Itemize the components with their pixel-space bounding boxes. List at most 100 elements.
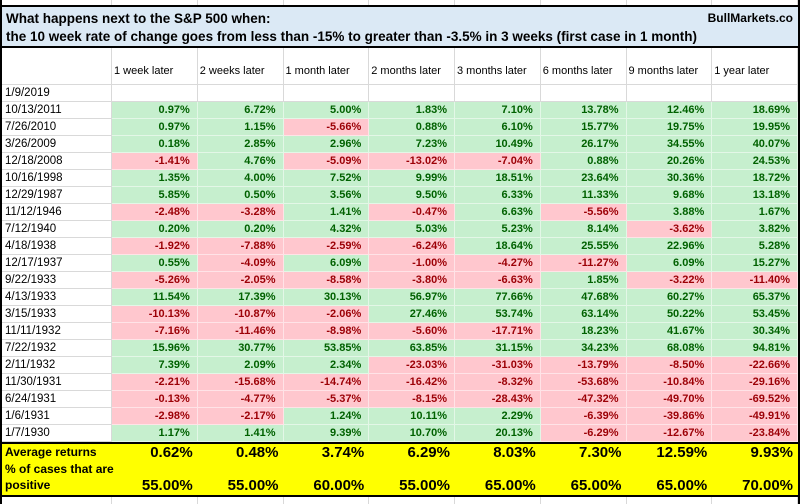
return-cell[interactable]: -10.13% bbox=[112, 306, 198, 323]
return-cell[interactable]: 7.52% bbox=[283, 170, 370, 187]
average-return-cell[interactable]: 3.74% bbox=[321, 444, 365, 461]
return-cell[interactable]: -12.67% bbox=[626, 425, 713, 442]
return-cell[interactable]: -6.29% bbox=[540, 425, 627, 442]
empty-cell[interactable] bbox=[712, 85, 798, 102]
date-cell[interactable]: 6/24/1931 bbox=[2, 391, 112, 408]
return-cell[interactable]: 11.33% bbox=[540, 187, 627, 204]
return-cell[interactable]: 15.77% bbox=[540, 119, 627, 136]
column-header-3-months[interactable]: 3 months later bbox=[455, 48, 541, 85]
date-cell[interactable]: 12/18/2008 bbox=[2, 153, 112, 170]
return-cell[interactable]: 2.96% bbox=[283, 136, 370, 153]
return-cell[interactable]: -69.52% bbox=[712, 391, 798, 408]
return-cell[interactable]: 11.54% bbox=[112, 289, 198, 306]
date-cell[interactable]: 12/17/1937 bbox=[2, 255, 112, 272]
return-cell[interactable]: -31.03% bbox=[455, 357, 541, 374]
return-cell[interactable]: -7.04% bbox=[455, 153, 541, 170]
return-cell[interactable]: 0.97% bbox=[112, 119, 198, 136]
return-cell[interactable]: -1.92% bbox=[112, 238, 198, 255]
return-cell[interactable]: -4.77% bbox=[197, 391, 284, 408]
return-cell[interactable]: 65.37% bbox=[712, 289, 798, 306]
return-cell[interactable]: -11.40% bbox=[712, 272, 798, 289]
return-cell[interactable]: 5.28% bbox=[712, 238, 798, 255]
average-return-cell[interactable]: 8.03% bbox=[493, 444, 536, 461]
return-cell[interactable]: 34.55% bbox=[626, 136, 713, 153]
return-cell[interactable]: 1.15% bbox=[197, 119, 284, 136]
return-cell[interactable]: 6.63% bbox=[455, 204, 541, 221]
date-cell[interactable]: 7/22/1932 bbox=[2, 340, 112, 357]
return-cell[interactable]: 6.09% bbox=[626, 255, 713, 272]
return-cell[interactable]: 5.85% bbox=[112, 187, 198, 204]
return-cell[interactable]: 30.13% bbox=[283, 289, 370, 306]
return-cell[interactable]: 1.41% bbox=[283, 204, 370, 221]
column-header-6-months[interactable]: 6 months later bbox=[540, 48, 627, 85]
date-cell[interactable]: 11/30/1931 bbox=[2, 374, 112, 391]
return-cell[interactable]: 56.97% bbox=[369, 289, 455, 306]
return-cell[interactable]: -0.13% bbox=[112, 391, 198, 408]
return-cell[interactable]: 77.66% bbox=[455, 289, 541, 306]
return-cell[interactable]: -3.28% bbox=[197, 204, 284, 221]
date-cell[interactable]: 1/7/1930 bbox=[2, 425, 112, 442]
return-cell[interactable]: 41.67% bbox=[626, 323, 713, 340]
return-cell[interactable]: -3.62% bbox=[626, 221, 713, 238]
return-cell[interactable]: 68.08% bbox=[626, 340, 713, 357]
return-cell[interactable]: 4.32% bbox=[283, 221, 370, 238]
return-cell[interactable]: -5.60% bbox=[369, 323, 455, 340]
date-cell[interactable]: 3/15/1933 bbox=[2, 306, 112, 323]
return-cell[interactable]: 18.72% bbox=[712, 170, 798, 187]
return-cell[interactable]: 50.22% bbox=[626, 306, 713, 323]
return-cell[interactable]: -13.79% bbox=[540, 357, 627, 374]
return-cell[interactable]: -23.84% bbox=[712, 425, 798, 442]
return-cell[interactable]: -2.59% bbox=[283, 238, 370, 255]
return-cell[interactable]: -29.16% bbox=[712, 374, 798, 391]
return-cell[interactable]: 22.96% bbox=[626, 238, 713, 255]
return-cell[interactable]: 18.69% bbox=[712, 102, 798, 119]
return-cell[interactable]: 9.50% bbox=[369, 187, 455, 204]
return-cell[interactable]: -16.42% bbox=[369, 374, 455, 391]
return-cell[interactable]: 0.88% bbox=[540, 153, 627, 170]
return-cell[interactable]: -6.63% bbox=[455, 272, 541, 289]
return-cell[interactable]: 9.39% bbox=[283, 425, 370, 442]
return-cell[interactable]: 18.51% bbox=[455, 170, 541, 187]
return-cell[interactable]: 13.18% bbox=[712, 187, 798, 204]
return-cell[interactable]: 53.45% bbox=[712, 306, 798, 323]
empty-cell[interactable] bbox=[455, 85, 541, 102]
return-cell[interactable]: 0.88% bbox=[369, 119, 455, 136]
return-cell[interactable]: 20.26% bbox=[626, 153, 713, 170]
date-cell[interactable]: 1/9/2019 bbox=[2, 85, 112, 102]
return-cell[interactable]: 3.56% bbox=[283, 187, 370, 204]
return-cell[interactable]: 3.88% bbox=[626, 204, 713, 221]
return-cell[interactable]: -5.26% bbox=[112, 272, 198, 289]
return-cell[interactable]: -6.24% bbox=[369, 238, 455, 255]
empty-cell[interactable] bbox=[283, 85, 370, 102]
return-cell[interactable]: 9.68% bbox=[626, 187, 713, 204]
average-return-cell[interactable]: 9.93% bbox=[750, 444, 793, 461]
return-cell[interactable]: -2.21% bbox=[112, 374, 198, 391]
return-cell[interactable]: -10.87% bbox=[197, 306, 284, 323]
return-cell[interactable]: 1.85% bbox=[540, 272, 627, 289]
percent-positive-cell[interactable]: 55.00% bbox=[141, 477, 193, 494]
return-cell[interactable]: -0.47% bbox=[369, 204, 455, 221]
return-cell[interactable]: -23.03% bbox=[369, 357, 455, 374]
return-cell[interactable]: -17.71% bbox=[455, 323, 541, 340]
return-cell[interactable]: 40.07% bbox=[712, 136, 798, 153]
column-header-2-months[interactable]: 2 months later bbox=[369, 48, 455, 85]
date-cell[interactable]: 10/13/2011 bbox=[2, 102, 112, 119]
average-return-cell[interactable]: 7.30% bbox=[578, 444, 622, 461]
return-cell[interactable]: -4.09% bbox=[197, 255, 284, 272]
column-header-9-months[interactable]: 9 months later bbox=[626, 48, 713, 85]
empty-cell[interactable] bbox=[197, 85, 284, 102]
return-cell[interactable]: 34.23% bbox=[540, 340, 627, 357]
return-cell[interactable]: 15.27% bbox=[712, 255, 798, 272]
return-cell[interactable]: 47.68% bbox=[540, 289, 627, 306]
date-cell[interactable]: 4/13/1933 bbox=[2, 289, 112, 306]
return-cell[interactable]: -49.91% bbox=[712, 408, 798, 425]
return-cell[interactable]: 1.35% bbox=[112, 170, 198, 187]
return-cell[interactable]: 53.74% bbox=[455, 306, 541, 323]
return-cell[interactable]: -14.74% bbox=[283, 374, 370, 391]
return-cell[interactable]: -11.27% bbox=[540, 255, 627, 272]
empty-cell[interactable] bbox=[112, 85, 198, 102]
return-cell[interactable]: -5.66% bbox=[283, 119, 370, 136]
return-cell[interactable]: 2.09% bbox=[197, 357, 284, 374]
return-cell[interactable]: -13.02% bbox=[369, 153, 455, 170]
return-cell[interactable]: -2.06% bbox=[283, 306, 370, 323]
